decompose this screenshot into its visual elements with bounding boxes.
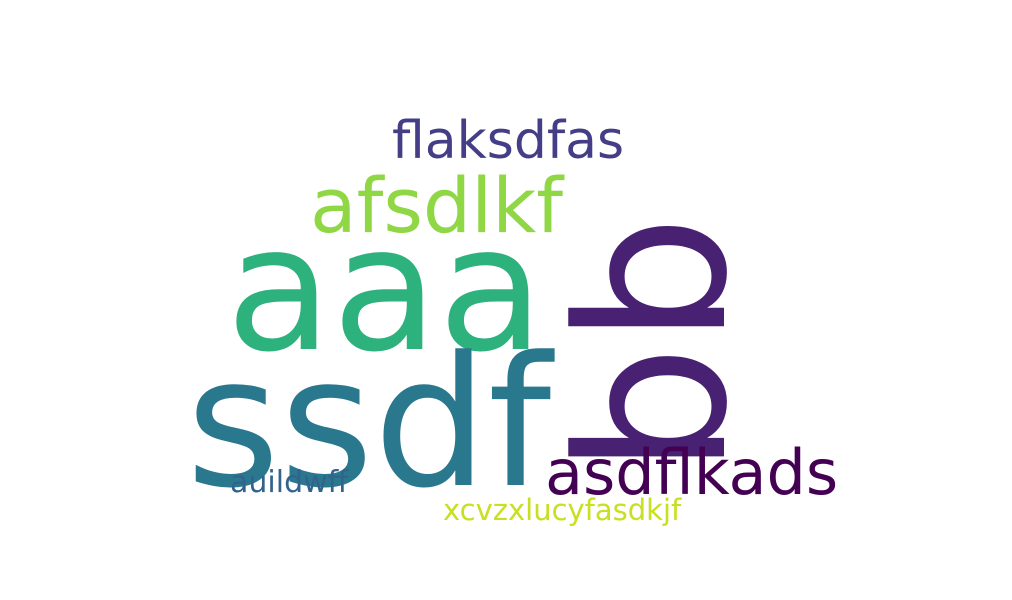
- word-aaa: aaa: [226, 188, 545, 390]
- word-flaksdfas: flaksdfas: [392, 111, 625, 171]
- word-ssdf: ssdf: [186, 319, 552, 528]
- word-afsdlkf: afsdlkf: [310, 161, 564, 250]
- word-auildwff: auildwff: [230, 465, 349, 500]
- word-xcvzxlucyfasdkjf: xcvzxlucyfasdkjf: [443, 493, 682, 527]
- word-asdflkads: asdflkads: [545, 436, 839, 509]
